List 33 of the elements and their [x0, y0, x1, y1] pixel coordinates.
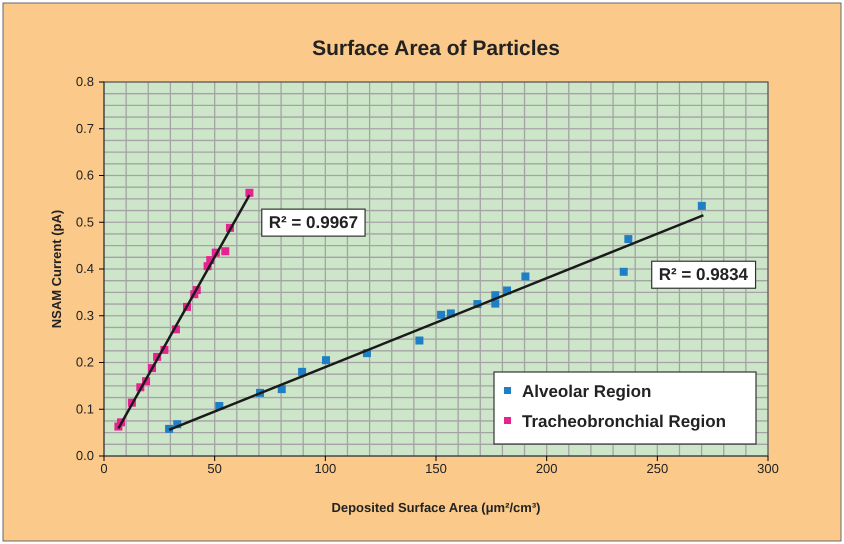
chart-title: Surface Area of Particles	[312, 37, 560, 60]
y-tick-label: 0.8	[76, 74, 94, 90]
y-tick-label: 0.1	[76, 401, 94, 416]
legend-label: Tracheobronchial Region	[522, 412, 726, 431]
annotation: R² = 0.9834	[658, 265, 749, 284]
y-tick-label: 0.2	[76, 354, 94, 370]
point	[322, 356, 330, 364]
x-tick-label: 100	[314, 461, 336, 476]
x-tick-label: 300	[757, 461, 779, 476]
x-axis-title: Deposited Surface Area (μm²/cm³)	[331, 500, 541, 515]
annotation: R² = 0.9967	[268, 213, 358, 232]
x-tick-label: 50	[207, 461, 222, 476]
y-tick-label: 0.7	[76, 120, 94, 136]
y-tick-label: 0.0	[76, 448, 94, 464]
y-axis-title: NSAM Current (pA)	[49, 210, 64, 328]
y-tick-label: 0.3	[76, 308, 94, 323]
y-tick-label: 0.4	[76, 261, 94, 276]
point	[415, 336, 424, 345]
x-tick-label: 250	[646, 461, 668, 476]
point	[620, 268, 628, 276]
point	[698, 202, 706, 210]
point	[245, 188, 254, 197]
point	[437, 310, 446, 319]
point	[521, 272, 530, 280]
y-tick-label: 0.5	[76, 214, 94, 230]
x-tick-label: 200	[536, 461, 558, 476]
point	[221, 247, 230, 256]
x-tick-label: 0	[100, 461, 108, 476]
point	[491, 300, 500, 308]
y-tick-label: 0.6	[76, 168, 94, 183]
point	[624, 235, 632, 244]
legend-label: Alveolar Region	[522, 382, 652, 401]
x-tick-label: 150	[425, 461, 447, 476]
